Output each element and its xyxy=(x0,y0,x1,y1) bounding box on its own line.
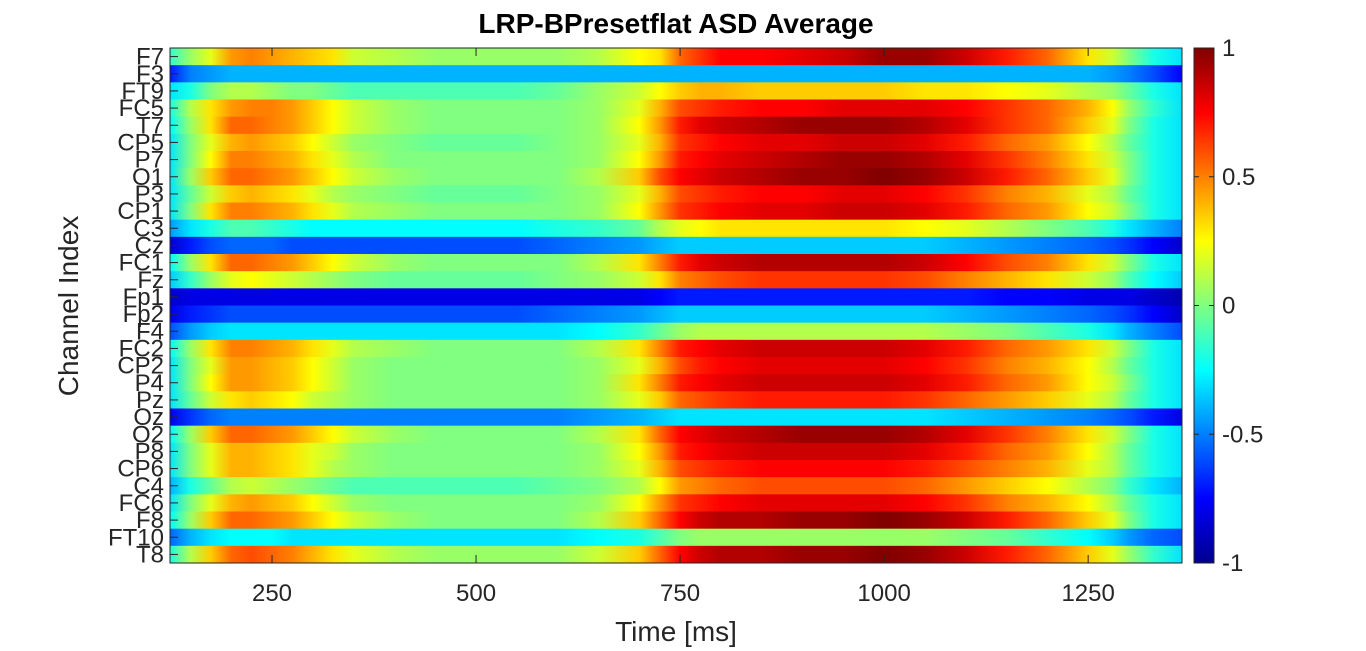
y-tick-label: P3 xyxy=(135,181,164,208)
heatmap-row-ft10 xyxy=(170,528,1182,547)
chart-title: LRP-BPresetflat ASD Average xyxy=(478,8,873,39)
y-tick-label: FC2 xyxy=(119,335,164,362)
y-axis-label: Channel Index xyxy=(53,216,84,397)
heatmap-row-fc6 xyxy=(170,494,1182,512)
y-tick-label: P4 xyxy=(135,370,164,397)
x-tick-label: 1250 xyxy=(1061,580,1114,607)
x-tick-labels: 250 500 750 1000 1250 xyxy=(252,48,1115,607)
heatmap-row-oz xyxy=(170,408,1182,427)
colorbar-tick-label: 0.5 xyxy=(1222,164,1255,191)
heatmap-row-f3 xyxy=(170,65,1182,83)
x-tick-label: 1000 xyxy=(857,580,910,607)
heatmap-row-fc5 xyxy=(170,99,1182,118)
y-tick-label: FT10 xyxy=(108,524,164,551)
y-tick-label: T7 xyxy=(136,112,164,139)
y-tick-label: C3 xyxy=(133,215,164,242)
x-tick-label: 500 xyxy=(456,580,496,607)
colorbar-ticks: 1 0.5 0 -0.5 -1 xyxy=(1194,35,1263,577)
y-tick-label: Pz xyxy=(136,387,164,414)
x-tick-label: 750 xyxy=(660,580,700,607)
y-tick-label: CP6 xyxy=(117,456,164,483)
heatmap-row-cp6 xyxy=(170,460,1182,478)
y-tick-label: F3 xyxy=(136,61,164,88)
colorbar-tick-label: -0.5 xyxy=(1222,421,1263,448)
y-tick-label: F7 xyxy=(136,44,164,71)
y-tick-label: Oz xyxy=(133,404,164,431)
heatmap-row-p7 xyxy=(170,151,1182,169)
heatmap-row-fc1 xyxy=(170,254,1182,272)
y-tick-label: F4 xyxy=(136,318,164,345)
heatmap-row-p4 xyxy=(170,374,1182,392)
heatmap-row-ft9 xyxy=(170,82,1182,100)
y-tick-label: CP1 xyxy=(117,198,164,225)
x-axis-label: Time [ms] xyxy=(615,616,737,647)
y-tick-label: FC1 xyxy=(119,250,164,277)
heatmap-row-f4 xyxy=(170,322,1182,341)
heatmap-row-o1 xyxy=(170,168,1182,186)
y-tick-label: Fp2 xyxy=(123,301,164,328)
heatmap-row-pz xyxy=(170,391,1182,409)
y-tick-label: FC5 xyxy=(119,95,164,122)
y-tick-label: Fp1 xyxy=(123,284,164,311)
y-tick-label: CP5 xyxy=(117,129,164,156)
y-tick-label: Cz xyxy=(135,232,164,259)
y-tick-label: FC6 xyxy=(119,490,164,517)
heatmap-row-f7 xyxy=(170,48,1182,66)
y-tick-label: P7 xyxy=(135,147,164,174)
heatmap-row-cp1 xyxy=(170,202,1182,221)
y-tick-label: CP2 xyxy=(117,353,164,380)
heatmap-row-cz xyxy=(170,236,1182,255)
y-tick-label: F8 xyxy=(136,507,164,534)
y-tick-label: T8 xyxy=(136,541,164,568)
colorbar-tick-label: 1 xyxy=(1222,35,1235,62)
heatmap-row-t8 xyxy=(170,545,1182,564)
heatmap-row-fz xyxy=(170,271,1182,289)
x-tick-label: 250 xyxy=(252,580,292,607)
y-tick-labels: F7F3FT9FC5T7CP5P7O1P3CP1C3CzFC1FzFp1Fp2F… xyxy=(108,44,178,568)
heatmap-row-o2 xyxy=(170,425,1182,444)
heatmap-row-fp1 xyxy=(170,288,1182,306)
heatmap-row-t7 xyxy=(170,116,1182,135)
colorbar-tick-label: 0 xyxy=(1222,293,1235,320)
heatmap-row-cp5 xyxy=(170,133,1182,152)
y-tick-label: FT9 xyxy=(121,78,164,105)
y-tick-label: C4 xyxy=(133,473,164,500)
y-tick-label: P8 xyxy=(135,438,164,465)
heatmap-row-fp2 xyxy=(170,305,1182,324)
heatmap-row-p3 xyxy=(170,185,1182,203)
y-tick-label: Fz xyxy=(137,267,164,294)
heatmap-row-fc2 xyxy=(170,339,1182,358)
plot-frame xyxy=(169,47,1183,564)
y-tick-label: O1 xyxy=(132,164,164,191)
colorbar-tick-label: -1 xyxy=(1222,550,1243,577)
heatmap-row-p8 xyxy=(170,442,1182,461)
heatmap-row-c4 xyxy=(170,477,1182,495)
heatmap-plot xyxy=(169,47,1183,564)
heatmap-row-cp2 xyxy=(170,357,1182,375)
y-tick-label: O2 xyxy=(132,421,164,448)
heatmap-row-f8 xyxy=(170,511,1182,530)
heatmap-row-c3 xyxy=(170,219,1182,238)
